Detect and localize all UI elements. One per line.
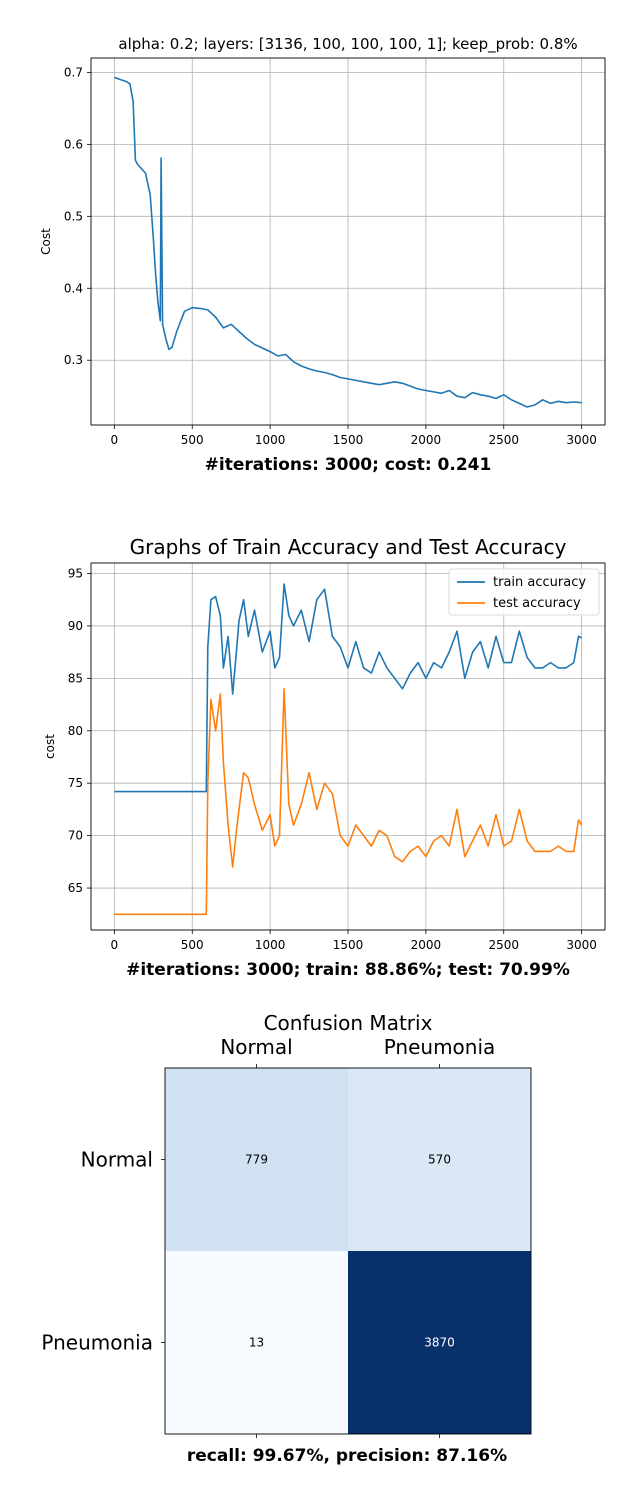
y-tick-label: 0.3 <box>64 353 83 367</box>
y-tick-label: 95 <box>68 566 83 580</box>
x-tick-label: 1500 <box>333 433 364 447</box>
chart-panel-1: 0 500 1000 1500 2000 2500 3000 0.3 0.4 0.5 0.6 0.7 a… <box>39 35 606 475</box>
y-tick-label: 70 <box>68 829 83 843</box>
cell-value: 570 <box>428 1153 451 1167</box>
legend: train accuracy test accuracy <box>448 568 600 616</box>
row-label: Normal <box>81 1148 153 1172</box>
legend-entry: train accuracy <box>493 575 586 590</box>
y-tick-label: 0.7 <box>64 65 83 79</box>
x-axis-label: #iterations: 3000; train: 88.86%; test: … <box>126 960 570 980</box>
y-tick-label: 75 <box>68 776 83 790</box>
series-line-cost <box>114 76 582 408</box>
cell-value: 3870 <box>424 1336 455 1350</box>
chart-panel-2: 0 500 1000 1500 2000 2500 3000 65 70 75 80 85 90 95 Gr… <box>43 535 606 980</box>
y-tick-label: 0.6 <box>64 137 83 151</box>
confusion-matrix: 779 570 13 3870 Normal Pneumonia Normal Pneumon… <box>41 1011 532 1466</box>
legend-entry: test accuracy <box>493 596 581 611</box>
y-axis-label: cost <box>43 734 57 759</box>
chart-title: alpha: 0.2; layers: [3136, 100, 100, 100… <box>118 35 577 54</box>
y-tick-label: 65 <box>68 881 83 895</box>
series-line-train-accuracy <box>114 583 582 793</box>
x-tick-label: 0 <box>111 938 119 952</box>
y-tick-label: 0.4 <box>64 281 83 295</box>
x-tick-label: 2000 <box>411 433 442 447</box>
y-tick-label: 85 <box>68 671 83 685</box>
x-tick-label: 3000 <box>566 433 597 447</box>
x-tick-label: 2500 <box>488 938 519 952</box>
x-tick-label: 1000 <box>255 938 286 952</box>
x-tick-label: 500 <box>181 938 204 952</box>
x-tick-label: 1500 <box>333 938 364 952</box>
y-axis-label: Cost <box>39 228 53 255</box>
col-label: Pneumonia <box>384 1035 496 1059</box>
y-tick-label: 90 <box>68 619 83 633</box>
matrix-title: Confusion Matrix <box>264 1011 433 1035</box>
cell-pneumonia-normal <box>165 1251 348 1434</box>
row-label: Pneumonia <box>41 1331 153 1355</box>
x-tick-label: 3000 <box>566 938 597 952</box>
chart-title: Graphs of Train Accuracy and Test Accura… <box>130 535 567 559</box>
y-tick-label: 80 <box>68 724 83 738</box>
cell-normal-pneumonia <box>348 1068 531 1251</box>
x-axis-label: #iterations: 3000; cost: 0.241 <box>205 455 492 475</box>
cell-value: 779 <box>245 1153 268 1167</box>
x-tick-label: 2000 <box>411 938 442 952</box>
matrix-frame <box>164 1067 532 1435</box>
series-line-test-accuracy <box>114 687 583 916</box>
col-label: Normal <box>220 1035 292 1059</box>
x-tick-label: 2500 <box>488 433 519 447</box>
y-tick-label: 0.5 <box>64 209 83 223</box>
x-tick-label: 500 <box>181 433 204 447</box>
x-tick-label: 0 <box>111 433 119 447</box>
cell-normal-normal <box>165 1068 348 1251</box>
matrix-metrics-label: recall: 99.67%, precision: 87.16% <box>187 1446 507 1466</box>
legend-box <box>448 568 600 616</box>
cell-pneumonia-pneumonia <box>348 1251 531 1434</box>
x-tick-label: 1000 <box>255 433 286 447</box>
cell-value: 13 <box>249 1336 264 1350</box>
